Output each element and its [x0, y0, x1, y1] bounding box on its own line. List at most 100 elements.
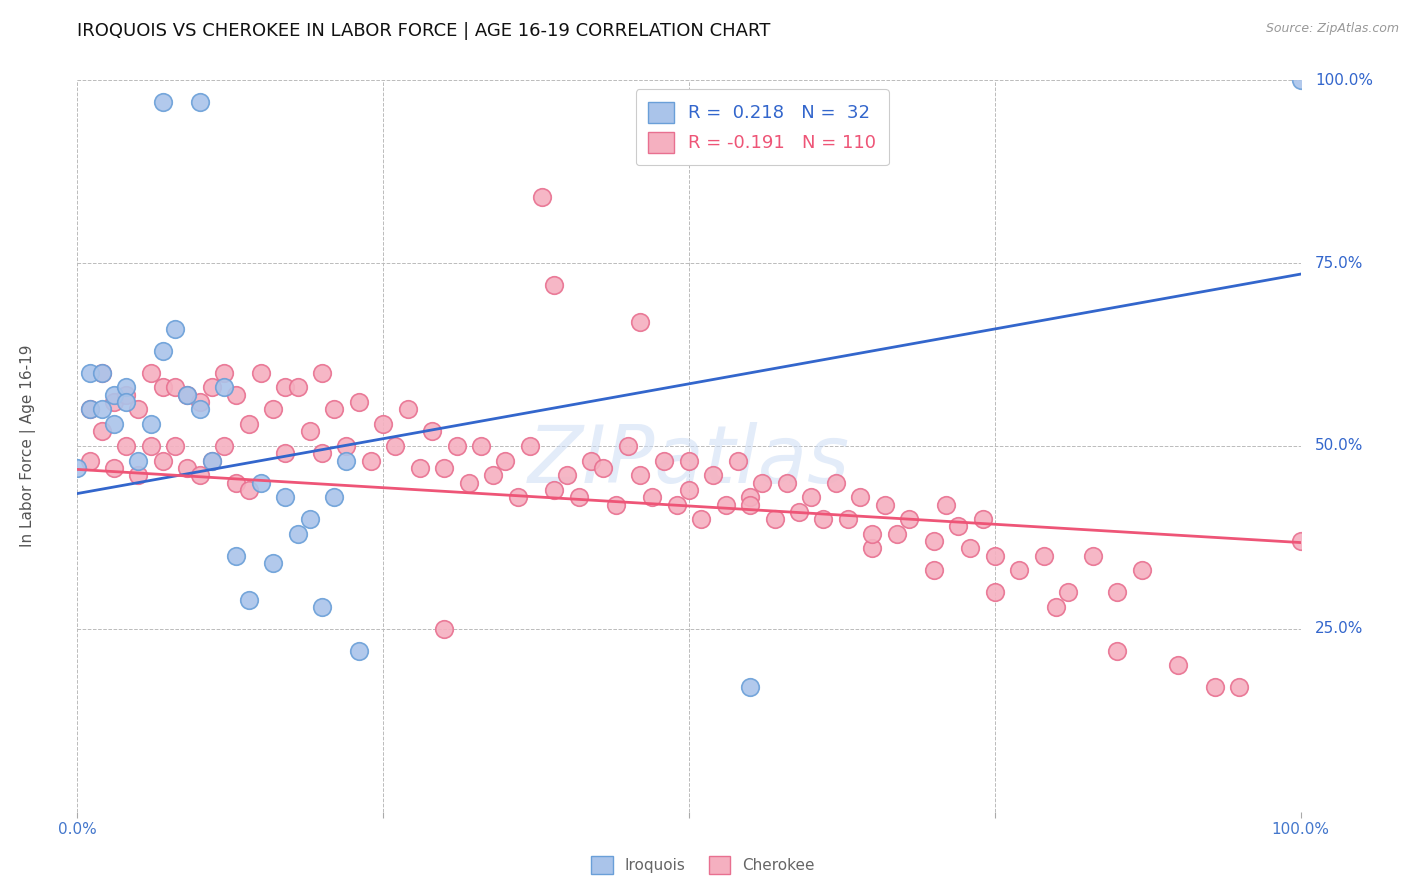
Point [849, 490, 872, 504]
Point [690, 512, 713, 526]
Point [972, 512, 994, 526]
Point [238, 592, 260, 607]
Point [152, 343, 174, 358]
Point [115, 439, 138, 453]
Point [139, 417, 162, 431]
Point [1045, 599, 1067, 614]
Point [665, 498, 688, 512]
Point [482, 468, 505, 483]
Point [1289, 534, 1312, 549]
Point [984, 585, 1007, 599]
Point [287, 380, 309, 394]
Point [1130, 563, 1153, 577]
Point [1081, 549, 1104, 563]
Point [90, 425, 112, 439]
Point [152, 95, 174, 110]
Point [335, 439, 357, 453]
Point [360, 453, 382, 467]
Point [1107, 585, 1129, 599]
Point [568, 490, 591, 504]
Point [433, 461, 456, 475]
Point [201, 453, 224, 467]
Point [1107, 644, 1129, 658]
Point [837, 512, 859, 526]
Point [274, 380, 297, 394]
Point [1204, 681, 1226, 695]
Point [959, 541, 981, 556]
Point [740, 490, 762, 504]
Point [617, 439, 640, 453]
Point [127, 402, 149, 417]
Point [127, 468, 149, 483]
Point [90, 366, 112, 380]
Point [250, 366, 273, 380]
Point [1057, 585, 1080, 599]
Point [165, 380, 187, 394]
Point [347, 644, 370, 658]
Point [103, 417, 125, 431]
Point [115, 395, 138, 409]
Text: In Labor Force | Age 16-19: In Labor Force | Age 16-19 [21, 344, 37, 548]
Text: IROQUOIS VS CHEROKEE IN LABOR FORCE | AGE 16-19 CORRELATION CHART: IROQUOIS VS CHEROKEE IN LABOR FORCE | AG… [77, 22, 770, 40]
Point [800, 490, 823, 504]
Point [165, 322, 187, 336]
Point [238, 417, 260, 431]
Text: 25.0%: 25.0% [1315, 622, 1364, 636]
Point [1008, 563, 1031, 577]
Point [1289, 73, 1312, 87]
Text: 100.0%: 100.0% [1315, 73, 1374, 87]
Point [347, 395, 370, 409]
Point [628, 468, 651, 483]
Point [543, 483, 565, 497]
Point [311, 599, 333, 614]
Point [714, 498, 737, 512]
Point [225, 388, 247, 402]
Point [103, 461, 125, 475]
Point [79, 453, 101, 467]
Point [250, 475, 273, 490]
Point [212, 380, 235, 394]
Point [139, 366, 162, 380]
Point [103, 388, 125, 402]
Point [1032, 549, 1054, 563]
Point [592, 461, 614, 475]
Point [335, 453, 357, 467]
Point [555, 468, 578, 483]
Point [152, 380, 174, 394]
Point [506, 490, 529, 504]
Point [420, 425, 443, 439]
Point [212, 366, 235, 380]
Point [654, 453, 676, 467]
Point [103, 395, 125, 409]
Point [678, 453, 700, 467]
Point [641, 490, 664, 504]
Point [201, 380, 224, 394]
Point [298, 425, 321, 439]
Point [274, 446, 297, 460]
Point [984, 549, 1007, 563]
Point [176, 388, 198, 402]
Point [262, 556, 284, 570]
Point [287, 526, 309, 541]
Point [311, 366, 333, 380]
Point [115, 388, 138, 402]
Point [531, 190, 554, 204]
Point [201, 453, 224, 467]
Point [886, 526, 908, 541]
Point [922, 563, 945, 577]
Point [323, 402, 346, 417]
Point [176, 461, 198, 475]
Point [787, 505, 810, 519]
Point [935, 498, 957, 512]
Point [225, 549, 247, 563]
Legend: Iroquois, Cherokee: Iroquois, Cherokee [585, 850, 821, 880]
Point [751, 475, 773, 490]
Text: 50.0%: 50.0% [1315, 439, 1364, 453]
Point [922, 534, 945, 549]
Point [824, 475, 846, 490]
Point [188, 395, 211, 409]
Legend: R =  0.218   N =  32, R = -0.191   N = 110: R = 0.218 N = 32, R = -0.191 N = 110 [636, 89, 889, 165]
Point [776, 475, 799, 490]
Point [90, 402, 112, 417]
Point [862, 526, 884, 541]
